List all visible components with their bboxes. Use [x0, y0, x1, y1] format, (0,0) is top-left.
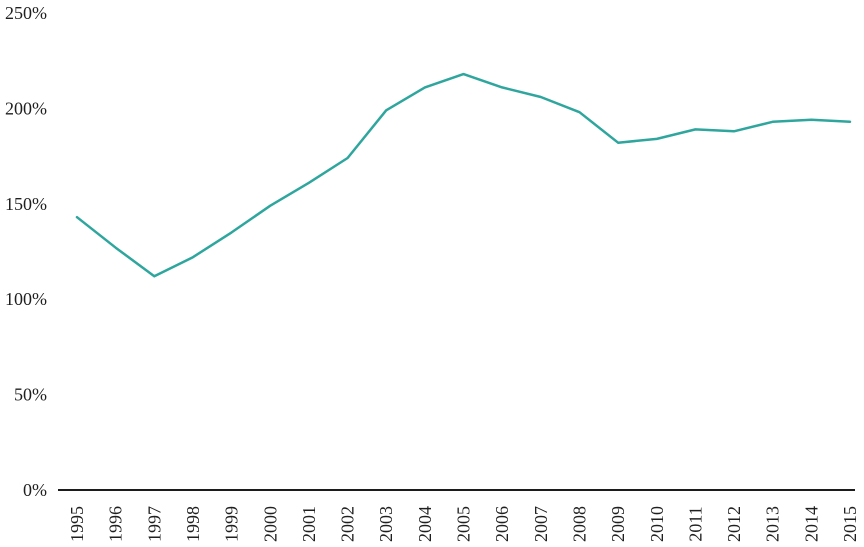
x-tick-label: 1999	[222, 506, 242, 542]
y-tick-label: 100%	[5, 289, 47, 309]
x-tick-label: 2003	[376, 506, 396, 542]
y-tick-label: 200%	[5, 98, 47, 118]
x-tick-label: 2010	[647, 506, 667, 542]
y-tick-label: 150%	[5, 194, 47, 214]
x-tick-label: 2008	[570, 506, 590, 542]
x-tick-label: 1998	[183, 506, 203, 542]
x-tick-label: 2001	[299, 506, 319, 542]
x-tick-label: 2009	[608, 506, 628, 542]
x-tick-label: 2002	[338, 506, 358, 542]
x-tick-label: 2015	[840, 506, 860, 542]
y-tick-label: 0%	[23, 480, 47, 500]
x-tick-label: 2013	[763, 506, 783, 542]
data-line-percentage-line	[75, 72, 852, 278]
x-tick-label: 2014	[801, 506, 821, 542]
x-tick-label: 2007	[531, 506, 551, 542]
x-tick-label: 1995	[67, 506, 87, 542]
x-axis-labels: 1995 1996 1997 1998 1999 2000 2001 2002 2003 2004…	[67, 506, 860, 542]
x-tick-label: 2000	[260, 506, 280, 542]
x-tick-label: 2005	[454, 506, 474, 542]
x-tick-label: 1996	[106, 506, 126, 542]
x-tick-label: 2006	[492, 506, 512, 542]
x-tick-label: 2012	[724, 506, 744, 542]
data-series	[75, 72, 852, 278]
x-tick-label: 1997	[144, 506, 164, 542]
y-axis-labels: 0% 50% 100% 150% 200% 250%	[5, 3, 47, 500]
x-tick-label: 2011	[685, 506, 705, 541]
y-tick-label: 250%	[5, 3, 47, 23]
x-tick-label: 2004	[415, 506, 435, 542]
y-tick-label: 50%	[14, 385, 47, 405]
